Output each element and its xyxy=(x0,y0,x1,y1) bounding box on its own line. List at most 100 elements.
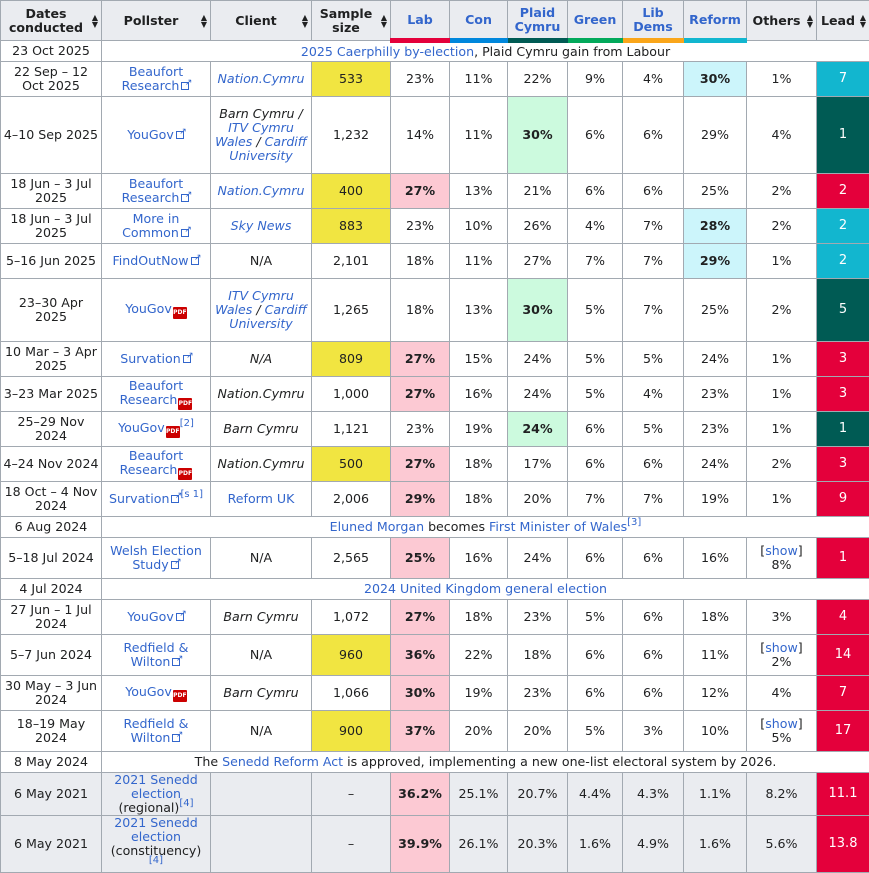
pollster-link[interactable]: Beaufort Research xyxy=(120,448,184,477)
sample-size: 2,565 xyxy=(312,538,391,579)
vote-lib: 7% xyxy=(623,482,684,517)
pollster-cell: Beaufort Research xyxy=(102,62,211,97)
client-link[interactable]: Nation.Cymru xyxy=(218,183,305,198)
pollster-cell: Redfield & Wilton xyxy=(102,635,211,676)
client-cell: Barn Cymru xyxy=(211,600,312,635)
header-green-link[interactable]: Green xyxy=(574,12,617,27)
header-lead[interactable]: Lead▲▼ xyxy=(817,1,869,41)
client-cell: N/A xyxy=(211,711,312,752)
header-dates[interactable]: Dates conducted ▲▼ xyxy=(1,1,102,41)
client-cell: Barn Cymru xyxy=(211,412,312,447)
vote-con: 22% xyxy=(450,635,508,676)
pollster-link[interactable]: Survation xyxy=(109,491,169,506)
vote-lab: 39.9% xyxy=(391,816,450,873)
client-link[interactable]: ITV Cymru Wales / Cardiff University xyxy=(215,288,307,331)
pollster-cell: More in Common xyxy=(102,209,211,244)
election-link[interactable]: 2021 Senedd election xyxy=(114,773,198,802)
citation-link[interactable]: [s 1] xyxy=(180,489,203,500)
event-link[interactable]: Senedd Reform Act xyxy=(222,754,343,769)
client-cell: N/A xyxy=(211,244,312,279)
vote-reform: 29% xyxy=(684,244,747,279)
pollster-link[interactable]: YouGov xyxy=(127,609,174,624)
header-others[interactable]: Others▲▼ xyxy=(747,1,817,41)
poll-row: 27 Jun – 1 Jul 2024YouGovBarn Cymru1,072… xyxy=(1,600,869,635)
pollster-link[interactable]: FindOutNow xyxy=(112,253,188,268)
citation-link[interactable]: [4] xyxy=(149,855,163,866)
vote-lib: 5% xyxy=(623,342,684,377)
sort-icon[interactable]: ▲▼ xyxy=(92,14,98,28)
vote-reform: 16% xyxy=(684,538,747,579)
vote-con: 18% xyxy=(450,600,508,635)
pollster-link[interactable]: YouGov xyxy=(127,127,174,142)
sort-icon[interactable]: ▲▼ xyxy=(201,14,207,28)
header-reform-link[interactable]: Reform xyxy=(689,12,741,27)
header-con[interactable]: Con xyxy=(450,1,508,41)
vote-green: 9% xyxy=(568,62,623,97)
header-dates-label: Dates conducted xyxy=(9,6,83,35)
header-lab[interactable]: Lab xyxy=(391,1,450,41)
header-pollster[interactable]: Pollster▲▼ xyxy=(102,1,211,41)
sort-icon[interactable]: ▲▼ xyxy=(302,14,308,28)
event-link[interactable]: Eluned Morgan xyxy=(330,519,424,534)
sort-icon[interactable]: ▲▼ xyxy=(807,14,813,28)
client-cell: ITV Cymru Wales / Cardiff University xyxy=(211,279,312,342)
pollster-link[interactable]: Survation xyxy=(120,351,180,366)
client-link[interactable]: Nation.Cymru xyxy=(218,71,305,86)
poll-dates: 3–23 Mar 2025 xyxy=(1,377,102,412)
event-link[interactable]: First Minister of Wales xyxy=(489,519,627,534)
citation-link[interactable]: [4] xyxy=(179,798,193,809)
header-green[interactable]: Green xyxy=(568,1,623,41)
pollster-link[interactable]: More in Common xyxy=(122,211,179,240)
pollster-link[interactable]: Beaufort Research xyxy=(122,64,184,93)
pollster-link[interactable]: YouGov xyxy=(125,301,172,316)
lead-value: 5 xyxy=(817,279,869,342)
client-cell: N/A xyxy=(211,342,312,377)
vote-lib: 6% xyxy=(623,174,684,209)
header-client[interactable]: Client▲▼ xyxy=(211,1,312,41)
lead-value: 14 xyxy=(817,635,869,676)
header-lab-link[interactable]: Lab xyxy=(407,12,433,27)
vote-lib: 6% xyxy=(623,635,684,676)
lead-value: 11.1 xyxy=(817,773,869,816)
header-lib[interactable]: Lib Dems xyxy=(623,1,684,41)
pollster-link[interactable]: Beaufort Research xyxy=(120,378,184,407)
header-plaid[interactable]: Plaid Cymru xyxy=(508,1,568,41)
pollster-link[interactable]: Beaufort Research xyxy=(122,176,184,205)
others-value: 2% xyxy=(772,302,792,317)
pollster-link[interactable]: Welsh Election Study xyxy=(110,543,202,572)
show-toggle[interactable]: show xyxy=(765,716,798,731)
pdf-icon: PDF xyxy=(166,426,180,438)
citation-link[interactable]: [3] xyxy=(627,517,641,528)
event-link[interactable]: 2024 United Kingdom general election xyxy=(364,581,607,596)
vote-others: [show]2% xyxy=(747,635,817,676)
show-toggle[interactable]: show xyxy=(765,640,798,655)
vote-lab: 14% xyxy=(391,97,450,174)
vote-green: 7% xyxy=(568,244,623,279)
vote-lib: 5% xyxy=(623,412,684,447)
lead-value: 3 xyxy=(817,342,869,377)
event-link[interactable]: 2025 Caerphilly by-election xyxy=(301,44,474,59)
sample-size: 533 xyxy=(312,62,391,97)
header-reform[interactable]: Reform xyxy=(684,1,747,41)
client-link[interactable]: Reform UK xyxy=(228,491,295,506)
pollster-link[interactable]: YouGov xyxy=(118,420,165,435)
header-con-link[interactable]: Con xyxy=(465,12,492,27)
header-lib-link[interactable]: Lib Dems xyxy=(633,5,673,34)
vote-plaid: 20.7% xyxy=(508,773,568,816)
election-link[interactable]: 2021 Senedd election xyxy=(114,816,198,845)
client-link[interactable]: Sky News xyxy=(231,218,292,233)
vote-others: 1% xyxy=(747,482,817,517)
show-toggle[interactable]: show xyxy=(765,543,798,558)
citation-link[interactable]: [2] xyxy=(180,418,194,429)
header-sample[interactable]: Sample size▲▼ xyxy=(312,1,391,41)
vote-green: 6% xyxy=(568,635,623,676)
header-plaid-link[interactable]: Plaid Cymru xyxy=(515,5,561,34)
vote-others: 4% xyxy=(747,97,817,174)
sort-icon[interactable]: ▲▼ xyxy=(381,14,387,28)
poll-dates: 4–24 Nov 2024 xyxy=(1,447,102,482)
pollster-link[interactable]: YouGov xyxy=(125,684,172,699)
sort-icon[interactable]: ▲▼ xyxy=(860,14,866,28)
pollster-cell: 2021 Senedd election(regional)[4] xyxy=(102,773,211,816)
